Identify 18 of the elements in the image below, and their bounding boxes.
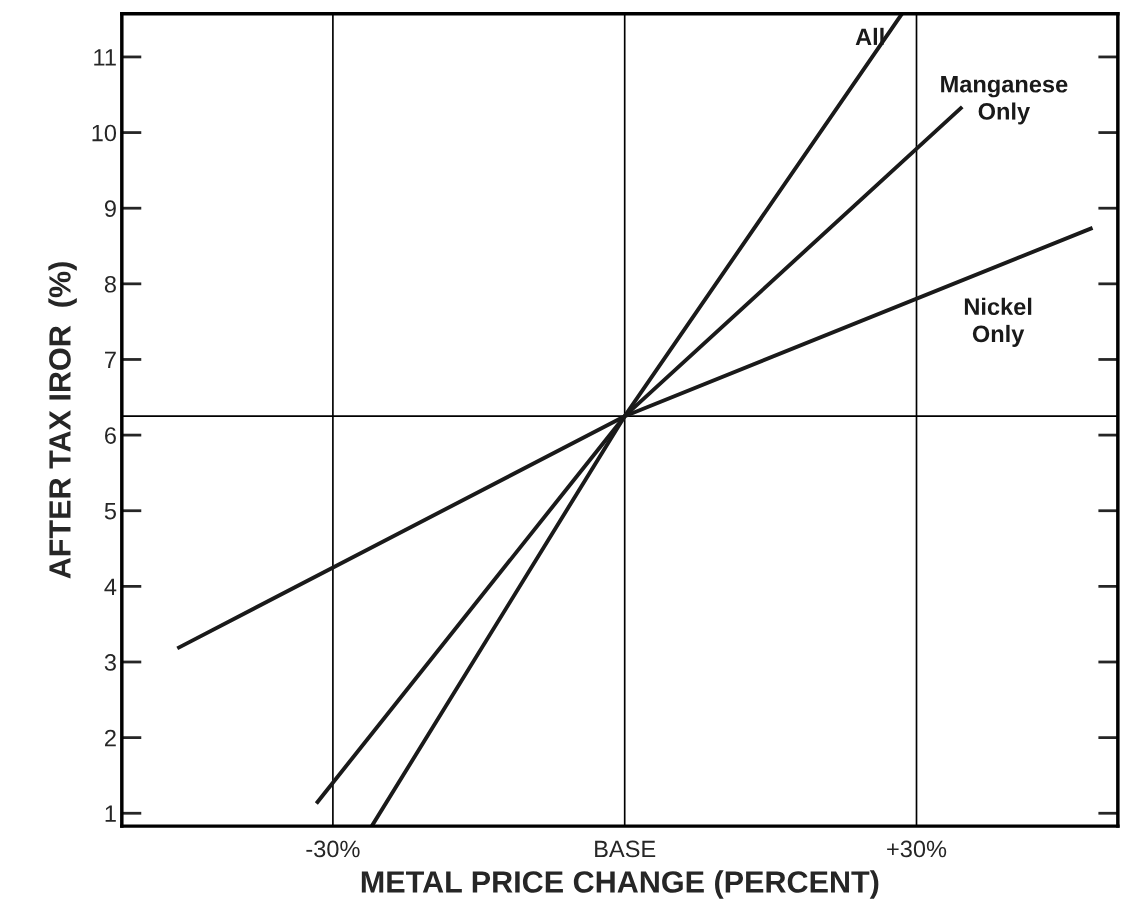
x-axis-title: METAL PRICE CHANGE (PERCENT) bbox=[361, 870, 879, 899]
y-tick-label: 8 bbox=[104, 275, 116, 293]
y-tick-label: 9 bbox=[104, 200, 116, 217]
y-tick-label: 7 bbox=[105, 351, 116, 369]
x-tick-label: -30% bbox=[306, 840, 360, 858]
y-tick-label: 6 bbox=[105, 427, 116, 444]
y-axis-title: AFTER TAX IROR (%) bbox=[48, 262, 77, 579]
y-tick-label: 10 bbox=[92, 124, 117, 142]
x-tick-label: +30% bbox=[887, 840, 947, 858]
y-tick-label: 5 bbox=[104, 503, 116, 520]
x-tick-label: BASE bbox=[595, 840, 656, 858]
series-label: Nickel Only bbox=[964, 297, 1032, 347]
series-label: Manganese Only bbox=[941, 76, 1068, 125]
y-tick-label: 1 bbox=[105, 805, 116, 822]
y-tick-label: 2 bbox=[105, 729, 116, 747]
y-tick-label: 11 bbox=[94, 49, 116, 66]
y-tick-label: 4 bbox=[104, 578, 117, 595]
y-tick-label: 3 bbox=[104, 654, 116, 671]
